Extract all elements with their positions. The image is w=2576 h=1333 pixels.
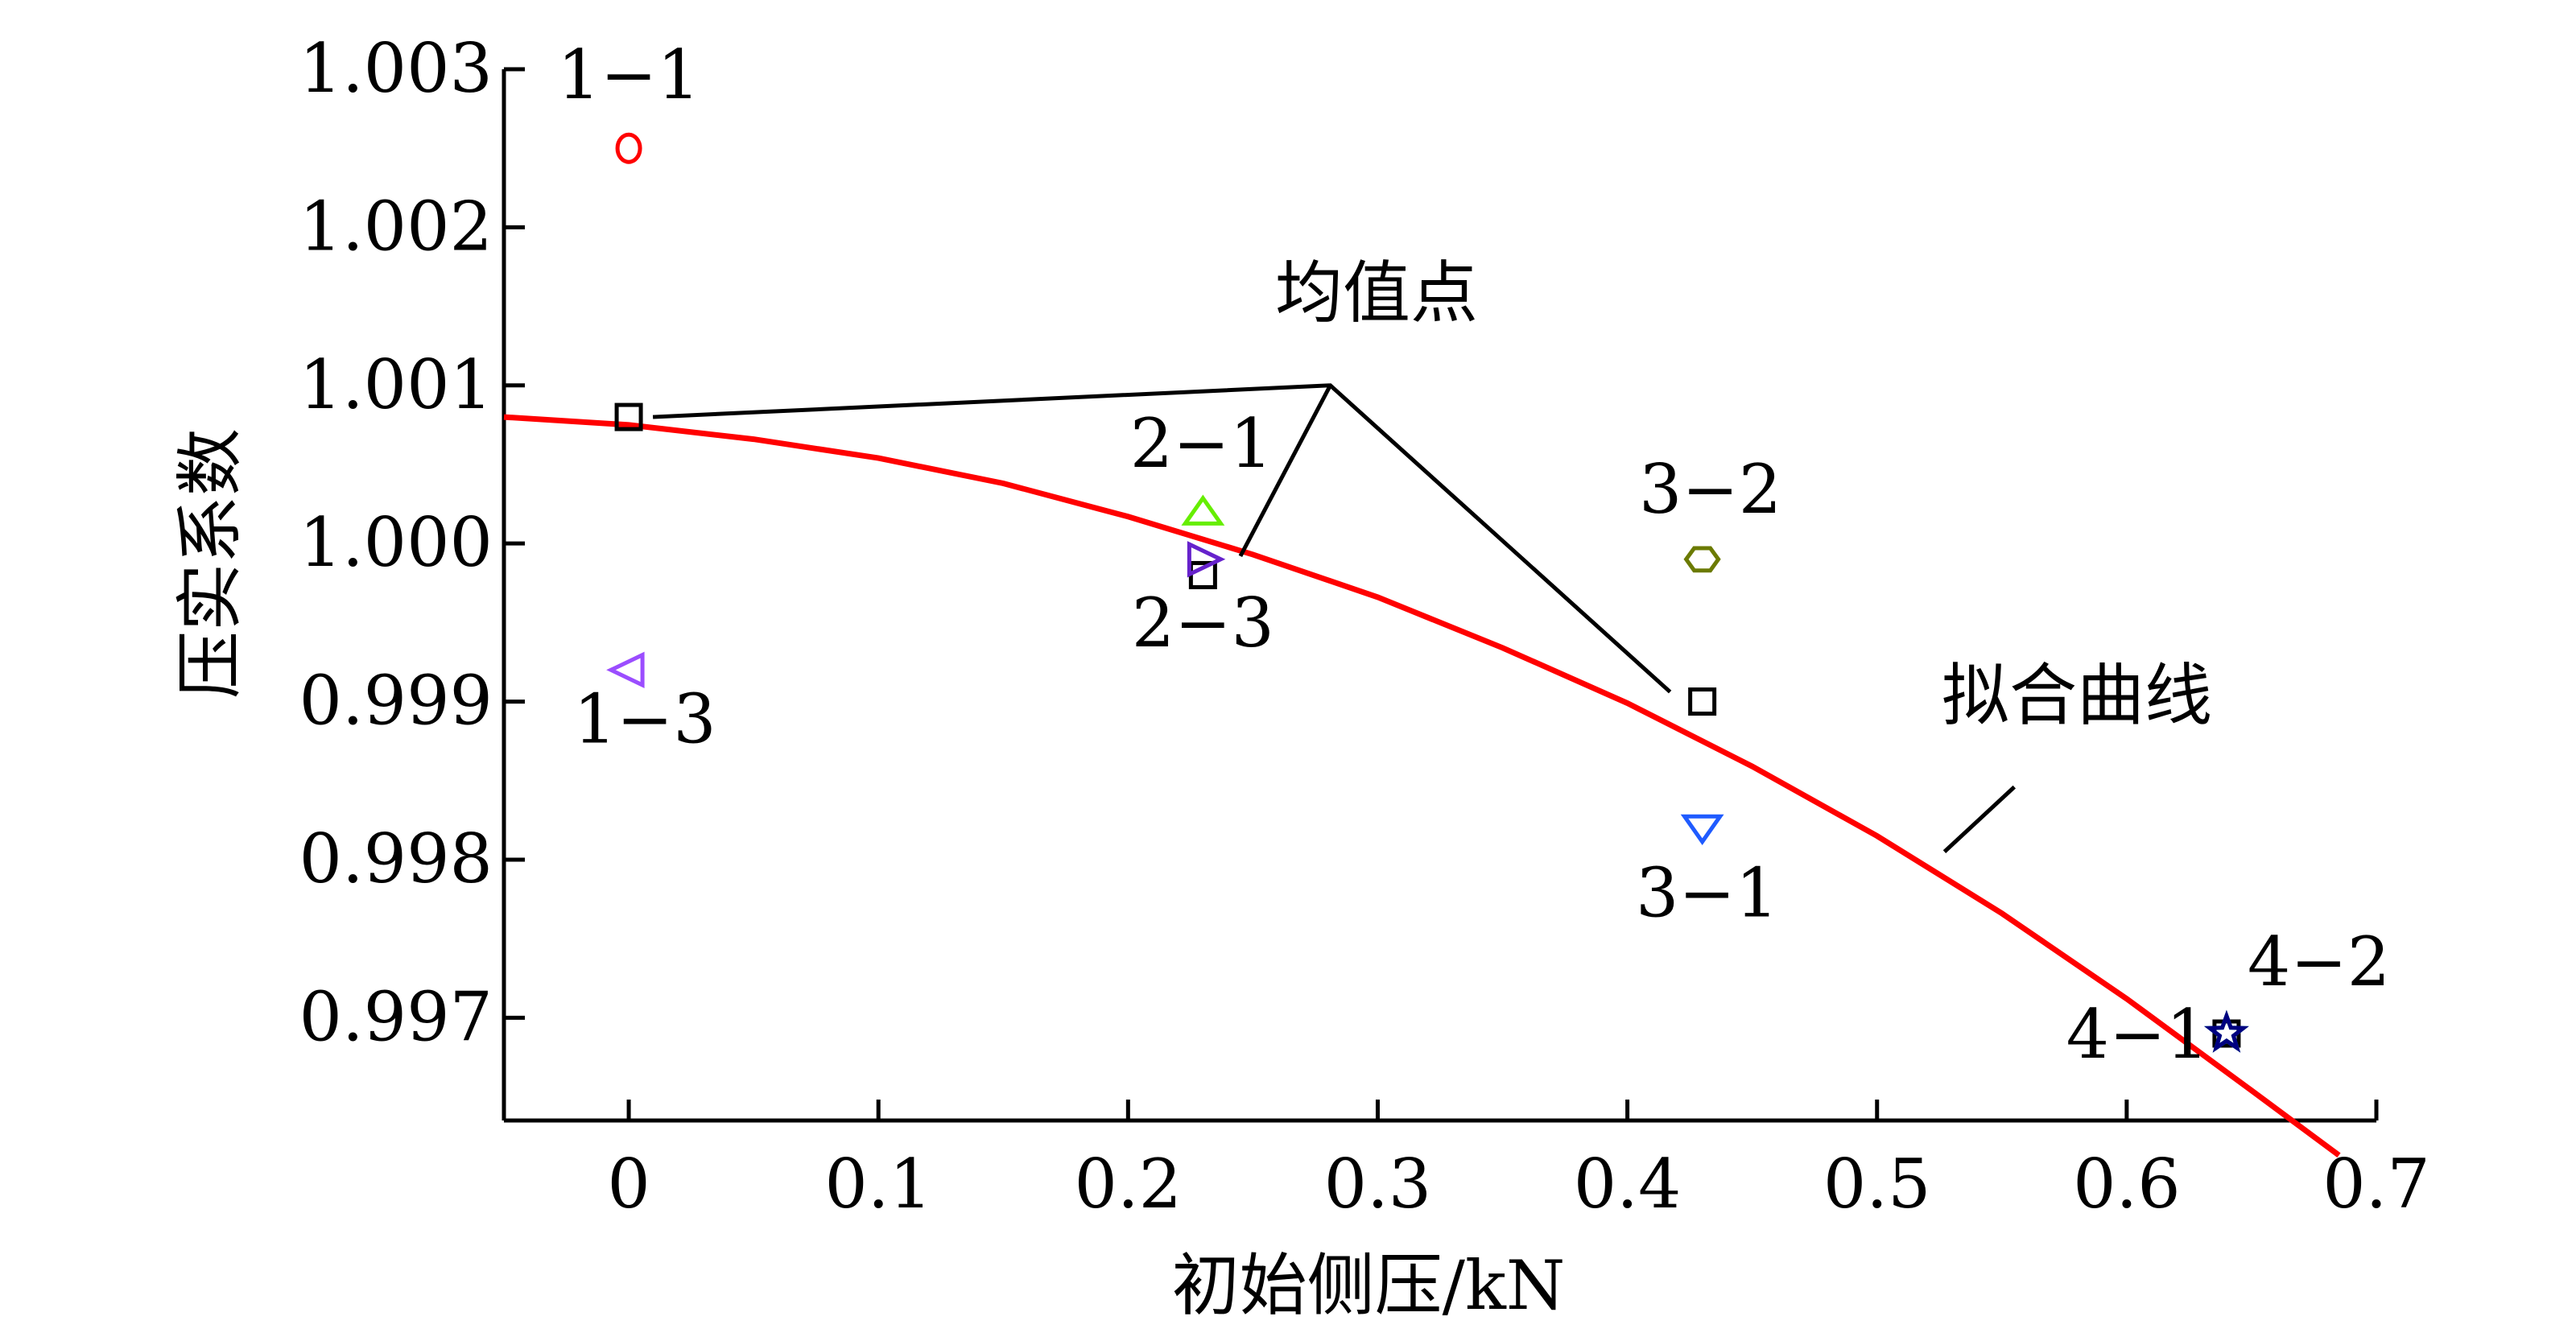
axes	[502, 69, 2376, 1123]
series-label: 1−1	[557, 35, 700, 114]
fit-curve	[503, 414, 2341, 1158]
series-label: 2−1	[1130, 404, 1273, 483]
x-tick-label: 0.4	[1574, 1145, 1682, 1224]
series-marker	[615, 132, 642, 164]
x-axis-title: 初始侧压/kN	[1172, 1246, 1566, 1325]
leader-lines	[652, 383, 2017, 853]
series-label: 2−3	[1132, 584, 1274, 662]
fit-annotation-label: 拟合曲线	[1942, 656, 2212, 735]
y-tick-label: 1.002	[299, 187, 493, 266]
x-tick-label: 0.6	[2073, 1145, 2181, 1224]
y-tick-label: 1.003	[299, 29, 493, 108]
x-tick-label: 0.3	[1324, 1145, 1432, 1224]
mean-leader-line	[1238, 384, 1332, 558]
series-marker	[1680, 814, 1724, 846]
series-label: 4−2	[2248, 922, 2390, 1001]
x-tick-label: 0.7	[2322, 1145, 2430, 1224]
x-tick-label: 0	[607, 1145, 650, 1224]
y-tick-label: 0.999	[299, 662, 493, 741]
series-marker	[606, 651, 645, 688]
ticks: 0.997 0.998 0.999 1.000 1.001 1.002 1.003 0 0.1 0…	[299, 29, 2430, 1224]
mean-point-marker	[1688, 687, 1717, 716]
point-labels: 1−1 1−3 2−1 2−3 3−1 3−2 4−1 4−2	[557, 35, 2390, 1074]
y-tick-label: 0.997	[299, 977, 493, 1056]
series-label: 3−1	[1636, 854, 1778, 933]
y-tick-label: 1.001	[299, 345, 493, 424]
mean-annotation-label: 均值点	[1275, 254, 1478, 332]
series-marker	[1181, 494, 1225, 526]
series-marker	[2203, 1009, 2249, 1053]
y-tick-label: 1.000	[299, 503, 493, 582]
x-tick-label: 0.5	[1823, 1145, 1931, 1224]
y-tick-label: 0.998	[299, 819, 493, 898]
fit-curve-layer	[503, 414, 2341, 1158]
series-label: 1−3	[573, 679, 716, 758]
mean-point-marker	[614, 402, 643, 431]
data-points	[606, 132, 2249, 1053]
y-axis-title: 压实系数	[171, 428, 250, 699]
series-label: 3−2	[1639, 450, 1781, 529]
series-marker	[1683, 546, 1721, 573]
x-tick-label: 0.1	[824, 1145, 932, 1224]
series-label: 4−1	[2066, 995, 2209, 1074]
fit-leader-line	[1942, 785, 2017, 853]
series-marker	[1187, 541, 1226, 578]
x-tick-label: 0.2	[1075, 1145, 1183, 1224]
